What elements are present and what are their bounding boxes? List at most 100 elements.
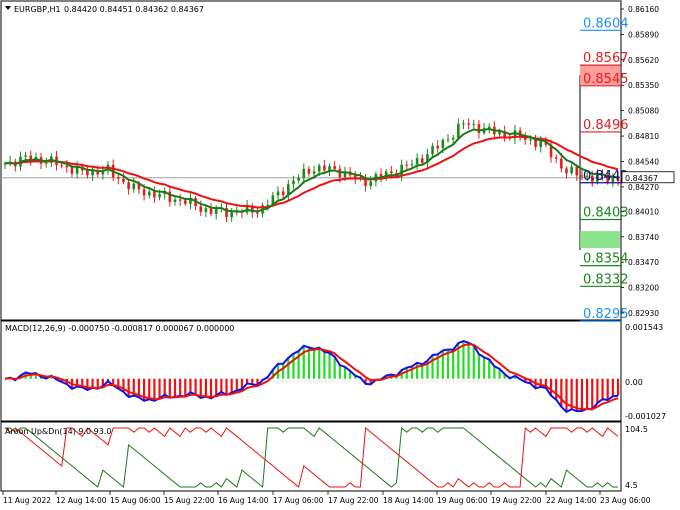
candle-body bbox=[199, 206, 203, 212]
candle-body bbox=[312, 171, 316, 174]
candle-body bbox=[75, 166, 79, 174]
macd-panel bbox=[0, 320, 622, 422]
candle-body bbox=[271, 195, 275, 205]
candle-body bbox=[323, 165, 326, 171]
level-label: 0.8567 bbox=[583, 51, 629, 66]
candle-body bbox=[209, 208, 213, 214]
candle-body bbox=[235, 211, 239, 213]
candle-body bbox=[168, 191, 172, 202]
candle-body bbox=[415, 158, 419, 165]
time-tick-label: 16 Aug 14:00 bbox=[218, 496, 269, 505]
candle-body bbox=[457, 123, 460, 138]
resistance-zone bbox=[580, 64, 620, 86]
candle-body bbox=[426, 154, 429, 163]
candle-body bbox=[3, 163, 7, 165]
candle-body bbox=[65, 165, 69, 168]
candle-body bbox=[281, 191, 285, 196]
candle-body bbox=[410, 164, 414, 166]
candle-body bbox=[590, 175, 594, 182]
macd-line bbox=[4, 340, 619, 414]
candle-body bbox=[570, 166, 573, 174]
candle-body bbox=[575, 166, 579, 176]
ohlc-readout: 0.84420 0.84451 0.84362 0.84367 bbox=[64, 5, 204, 14]
candle-body bbox=[163, 191, 166, 195]
signal-line bbox=[4, 343, 619, 411]
price-tick-label: 0.86160 bbox=[628, 5, 659, 14]
candle-body bbox=[616, 176, 620, 182]
aroon-label: Aroon Up&Dn(14) 9.0 93.0 bbox=[5, 427, 111, 436]
candle-body bbox=[472, 124, 476, 126]
time-tick-label: 15 Aug 22:00 bbox=[164, 496, 215, 505]
level-label: 0.8545 bbox=[583, 72, 629, 87]
level-label: 0.8496 bbox=[583, 118, 629, 133]
candle-body bbox=[539, 140, 543, 147]
aroon-tick-bottom: 4.5 bbox=[625, 481, 638, 490]
candle-body bbox=[29, 155, 33, 161]
candle-body bbox=[147, 191, 151, 196]
candle-body bbox=[292, 180, 295, 185]
candle-body bbox=[132, 183, 136, 190]
time-axis: 11 Aug 2022 12 Aug 14:00 15 Aug 06:00 15 Au… bbox=[2, 491, 651, 505]
candle-body bbox=[287, 184, 290, 196]
candle-body bbox=[24, 155, 27, 157]
candle-body bbox=[178, 199, 182, 201]
candle-body bbox=[606, 175, 609, 182]
candle-body bbox=[384, 171, 388, 178]
candle-body bbox=[611, 176, 615, 182]
candle-body bbox=[451, 137, 455, 140]
time-tick-label: 18 Aug 14:00 bbox=[383, 496, 434, 505]
candle-body bbox=[390, 171, 393, 173]
time-tick-label: 17 Aug 22:00 bbox=[328, 496, 379, 505]
candle-body bbox=[173, 199, 177, 202]
price-tick-label: 0.85080 bbox=[628, 107, 659, 116]
candle-body bbox=[122, 178, 125, 183]
level-label: 0.8332 bbox=[583, 272, 629, 287]
candle-body bbox=[137, 183, 141, 190]
candle-body bbox=[529, 139, 532, 141]
current-price-text: 0.84367 bbox=[625, 174, 658, 183]
candle-body bbox=[250, 205, 254, 213]
level-label: 0.8604 bbox=[583, 16, 629, 31]
candle-body bbox=[276, 191, 280, 196]
price-tick-label: 0.84010 bbox=[628, 207, 659, 216]
candle-body bbox=[297, 178, 300, 181]
macd-label: MACD(12,26,9) -0.000750 -0.000817 0.0000… bbox=[5, 324, 234, 333]
candle-body bbox=[503, 131, 506, 137]
candle-body bbox=[60, 165, 63, 167]
candle-body bbox=[400, 164, 403, 176]
aroon-tick-top: 104.5 bbox=[625, 425, 648, 434]
candle-body bbox=[596, 173, 599, 182]
price-tick-label: 0.84810 bbox=[628, 132, 659, 141]
candle-body bbox=[580, 175, 584, 177]
candle-body bbox=[91, 170, 94, 176]
candle-body bbox=[513, 130, 517, 139]
candle-body bbox=[364, 177, 367, 186]
candle-body bbox=[333, 166, 336, 169]
time-tick-label: 19 Aug 22:00 bbox=[491, 496, 542, 505]
level-label: 0.8354 bbox=[583, 252, 629, 267]
time-tick-label: 23 Aug 06:00 bbox=[600, 496, 651, 505]
candle-body bbox=[487, 126, 491, 129]
main-price-panel bbox=[0, 0, 622, 321]
fast-moving-average bbox=[4, 127, 619, 213]
candle-body bbox=[101, 170, 105, 175]
time-tick-label: 22 Aug 14:00 bbox=[546, 496, 597, 505]
dropdown-triangle-icon[interactable] bbox=[5, 6, 11, 10]
candle-body bbox=[307, 168, 311, 174]
candle-body bbox=[266, 204, 270, 206]
slow-moving-average bbox=[4, 135, 619, 209]
time-tick-label: 19 Aug 06:00 bbox=[437, 496, 488, 505]
price-tick-label: 0.84540 bbox=[628, 157, 659, 166]
candle-body bbox=[467, 123, 470, 125]
candle-body bbox=[183, 200, 187, 204]
macd-tick-bottom: -0.001027 bbox=[625, 412, 666, 421]
price-tick-label: 0.82930 bbox=[628, 309, 659, 318]
candle-body bbox=[256, 212, 259, 214]
time-tick-label: 15 Aug 06:00 bbox=[110, 496, 161, 505]
candle-body bbox=[230, 212, 233, 218]
aroon-down-line bbox=[4, 427, 619, 488]
level-label: 0.8295 bbox=[583, 307, 629, 322]
level-label: 0.8442 bbox=[583, 169, 629, 184]
candle-body bbox=[585, 175, 589, 177]
